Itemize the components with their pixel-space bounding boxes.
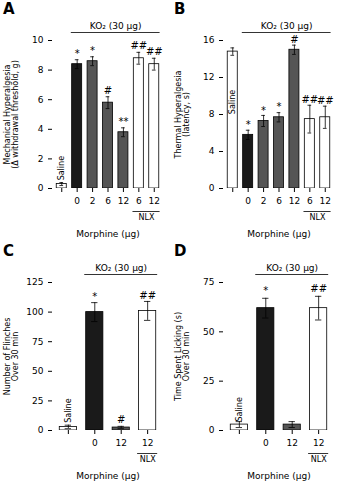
svg-text:##: ## (139, 290, 156, 301)
svg-text:2: 2 (261, 196, 267, 206)
svg-text:##: ## (130, 40, 147, 51)
svg-text:0: 0 (245, 196, 251, 206)
svg-text:2: 2 (38, 154, 44, 164)
svg-text:6: 6 (38, 95, 44, 105)
svg-text:*: * (75, 48, 80, 59)
svg-text:##: ## (310, 283, 327, 294)
svg-text:12: 12 (203, 72, 214, 82)
svg-text:0: 0 (209, 425, 215, 435)
svg-text:75: 75 (203, 277, 214, 287)
svg-text:125: 125 (26, 277, 43, 287)
svg-text:Saline: Saline (64, 398, 73, 422)
svg-text:##: ## (146, 46, 163, 57)
svg-text:12: 12 (286, 438, 297, 448)
svg-text:Morphine (μg): Morphine (μg) (76, 471, 139, 481)
svg-text:12: 12 (118, 196, 129, 206)
svg-text:4: 4 (38, 124, 44, 134)
svg-text:75: 75 (32, 337, 43, 347)
svg-text:12: 12 (115, 438, 126, 448)
svg-text:NLX: NLX (310, 213, 326, 222)
svg-text:0: 0 (209, 183, 215, 193)
html-text:C: C (3, 242, 14, 260)
svg-text:6: 6 (105, 196, 111, 206)
svg-text:25: 25 (32, 396, 43, 406)
svg-text:6: 6 (136, 196, 142, 206)
svg-text:100: 100 (26, 307, 43, 317)
svg-text:12: 12 (320, 196, 331, 206)
svg-text:KO₂ (30 μg): KO₂ (30 μg) (90, 21, 142, 31)
svg-text:12: 12 (289, 196, 300, 206)
svg-text:*: * (277, 101, 282, 112)
svg-text:#: # (290, 34, 298, 45)
svg-text:Morphine (μg): Morphine (μg) (247, 229, 310, 239)
svg-text:#: # (117, 414, 125, 425)
svg-text:0: 0 (38, 183, 44, 193)
svg-text:0: 0 (263, 438, 269, 448)
svg-text:6: 6 (307, 196, 313, 206)
svg-text:16: 16 (203, 35, 215, 45)
svg-text:8: 8 (38, 65, 44, 75)
svg-text:KO₂ (30 μg): KO₂ (30 μg) (95, 263, 147, 273)
svg-text:*: * (246, 119, 251, 130)
svg-text:KO₂ (30 μg): KO₂ (30 μg) (261, 21, 313, 31)
svg-text:*: * (261, 105, 266, 116)
svg-text:**: ** (118, 116, 128, 127)
svg-text:#: # (104, 85, 112, 96)
svg-text:12: 12 (142, 438, 153, 448)
svg-text:Morphine (μg): Morphine (μg) (247, 471, 310, 481)
svg-text:Saline: Saline (228, 90, 237, 114)
svg-text:8: 8 (209, 109, 215, 119)
svg-text:*: * (263, 285, 268, 296)
html-text:B: B (174, 0, 186, 18)
svg-text:##: ## (317, 95, 334, 106)
svg-text:0: 0 (38, 425, 44, 435)
svg-text:Saline: Saline (235, 397, 244, 421)
svg-text:Thermal Hyperalgesia(latency,: Thermal Hyperalgesia(latency, s) (174, 70, 191, 159)
svg-text:NLX: NLX (311, 455, 327, 464)
svg-text:25: 25 (203, 376, 214, 386)
svg-text:Number of FlinchesOver 30 min: Number of FlinchesOver 30 min (3, 318, 20, 396)
svg-text:Mechanical Hyperalgesia(Δ with: Mechanical Hyperalgesia(Δ withdrawal thr… (3, 60, 20, 169)
svg-text:*: * (92, 291, 97, 302)
svg-text:0: 0 (74, 196, 80, 206)
svg-text:##: ## (301, 94, 318, 105)
svg-text:50: 50 (203, 327, 215, 337)
svg-text:*: * (90, 45, 95, 56)
svg-text:12: 12 (313, 438, 324, 448)
svg-text:50: 50 (32, 366, 44, 376)
svg-text:NLX: NLX (139, 213, 155, 222)
svg-text:4: 4 (209, 146, 215, 156)
svg-text:0: 0 (92, 438, 98, 448)
svg-text:6: 6 (276, 196, 282, 206)
svg-text:12: 12 (149, 196, 160, 206)
svg-text:2: 2 (90, 196, 96, 206)
svg-text:NLX: NLX (140, 455, 156, 464)
svg-text:Morphine (μg): Morphine (μg) (76, 229, 139, 239)
svg-text:Time Spent Licking (s)Over 30: Time Spent Licking (s)Over 30 min (174, 312, 191, 402)
svg-text:Saline: Saline (57, 156, 66, 180)
svg-text:KO₂ (30 μg): KO₂ (30 μg) (266, 263, 318, 273)
html-text:A: A (3, 0, 15, 18)
svg-text:10: 10 (32, 35, 44, 45)
html-text:D: D (174, 242, 187, 260)
